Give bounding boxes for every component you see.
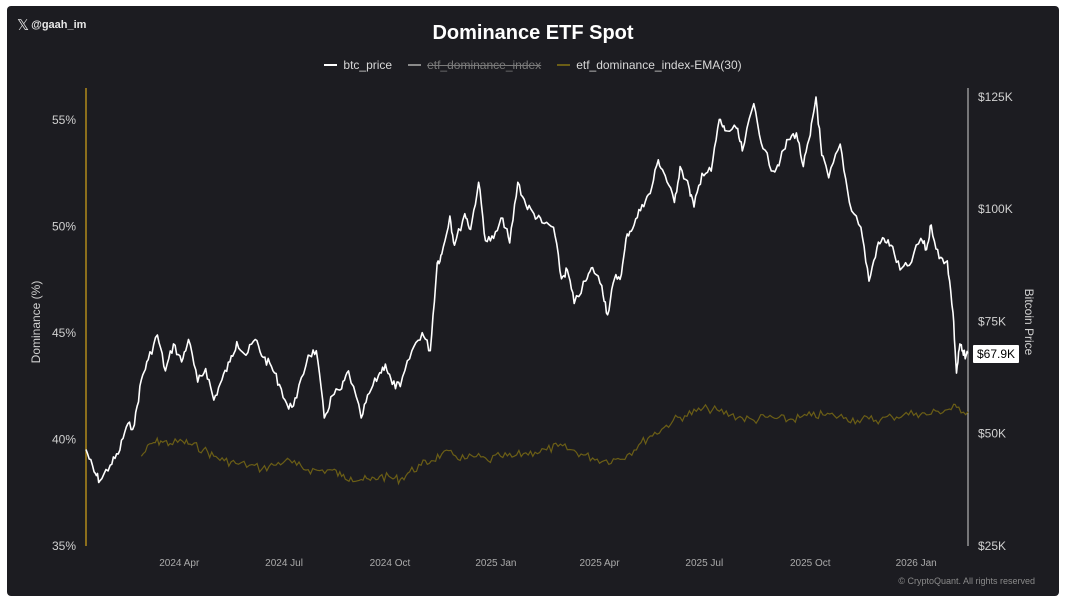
x-tick-label: 2024 Apr: [159, 558, 200, 569]
y-right-tick-label: $50K: [978, 427, 1006, 441]
y-right-tick-label: $75K: [978, 314, 1006, 328]
x-logo-icon: 𝕏: [17, 17, 30, 34]
y-axis-left-label: Dominance (%): [29, 280, 43, 364]
chart-panel: 35% 40% 45% 50% 55% $25K $50K $75K $100K $125K 202…: [7, 6, 1059, 596]
chart-legend: btc_price etf_dominance_index etf_domina…: [7, 58, 1059, 72]
y-left-tick-label: 35%: [52, 539, 76, 553]
chart-canvas: 35% 40% 45% 50% 55% $25K $50K $75K $100K $125K 202…: [52, 88, 1013, 569]
legend-swatch-btc-price: [324, 64, 338, 66]
x-tick-label: 2025 Oct: [790, 558, 831, 569]
legend-label-btc-price: btc_price: [343, 58, 393, 72]
y-right-tick-label: $100K: [978, 202, 1013, 216]
y-axis-right-label: Bitcoin Price: [1022, 288, 1036, 356]
x-tick-label: 2024 Oct: [370, 558, 411, 569]
legend-swatch-ema: [557, 64, 571, 66]
legend-item-etf-dominance-index[interactable]: etf_dominance_index: [408, 58, 541, 72]
x-tick-label: 2026 Jan: [896, 558, 937, 569]
x-tick-label: 2025 Apr: [580, 558, 621, 569]
legend-item-btc-price[interactable]: btc_price: [324, 58, 392, 72]
attribution[interactable]: 𝕏 @gaah_im: [17, 16, 86, 34]
x-tick-label: 2025 Jan: [475, 558, 516, 569]
y-left-tick-label: 50%: [52, 219, 76, 233]
y-left-tick-label: 45%: [52, 326, 76, 340]
copyright-notice: © CryptoQuant. All rights reserved: [898, 576, 1035, 586]
legend-label-ema: etf_dominance_index-EMA(30): [576, 58, 742, 72]
chart-title: Dominance ETF Spot: [432, 22, 634, 44]
x-tick-label: 2025 Jul: [685, 558, 723, 569]
y-left-tick-label: 55%: [52, 113, 76, 127]
attribution-handle: @gaah_im: [31, 19, 87, 31]
series-ema-line: [140, 403, 969, 486]
y-left-tick-label: 40%: [52, 432, 76, 446]
series-btc-price-line: [85, 96, 969, 484]
y-right-tick-label: $125K: [978, 90, 1013, 104]
legend-label-etf-dominance-index: etf_dominance_index: [427, 58, 542, 72]
legend-swatch-etf-dominance-index: [408, 64, 422, 66]
y-right-tick-label: $25K: [978, 539, 1006, 553]
x-tick-label: 2024 Jul: [265, 558, 303, 569]
current-price-badge: $67.9K: [973, 345, 1020, 363]
legend-item-ema[interactable]: etf_dominance_index-EMA(30): [557, 58, 742, 72]
